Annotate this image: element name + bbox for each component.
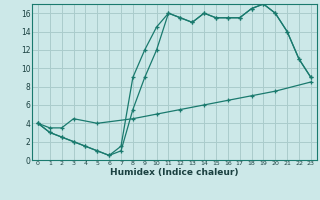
X-axis label: Humidex (Indice chaleur): Humidex (Indice chaleur) <box>110 168 239 177</box>
